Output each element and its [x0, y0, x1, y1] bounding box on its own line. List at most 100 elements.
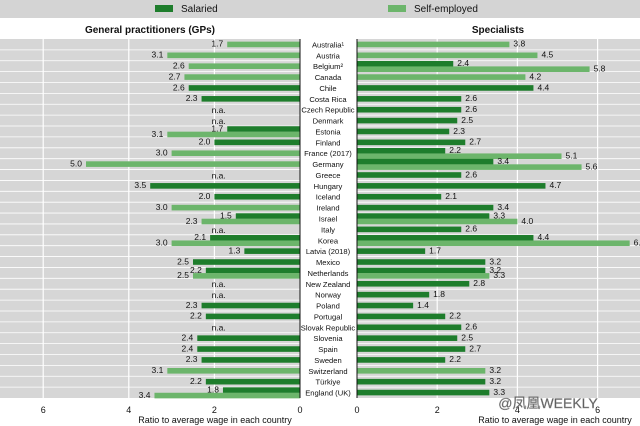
gp-data-label: 2.6 — [173, 60, 185, 70]
legend: Salaried Self-employed — [155, 4, 478, 15]
gp-bar-self-employed — [193, 273, 300, 279]
specialists-bar-salaried — [357, 302, 414, 309]
gp-x-axis-label: Ratio to average wage in each country — [138, 415, 292, 425]
country-label: New Zealand — [306, 280, 351, 289]
gp-data-label: 2.1 — [194, 232, 206, 242]
legend-label-self-employed: Self-employed — [414, 4, 478, 15]
specialists-bar-salaried — [357, 226, 462, 233]
gp-bar-salaried — [193, 259, 300, 265]
gp-bar-self-employed — [86, 161, 300, 167]
gp-bar-self-employed — [171, 204, 300, 211]
na-label: n.a. — [212, 105, 226, 115]
na-label: n.a. — [212, 279, 226, 289]
specialists-bar-salaried — [357, 313, 446, 320]
gp-bar-self-employed — [227, 41, 300, 48]
gp-bar-salaried — [235, 213, 300, 219]
country-label: Mexico — [316, 258, 340, 267]
specialists-data-label: 3.4 — [497, 202, 509, 212]
country-label: France (2017) — [304, 149, 352, 158]
specialists-bar-salaried — [357, 213, 490, 219]
gp-data-label: 2.4 — [181, 332, 193, 342]
specialists-data-label: 3.2 — [489, 265, 501, 275]
country-label: Belgium² — [313, 62, 343, 71]
specialists-bar-salaried — [357, 117, 458, 124]
gp-bar-salaried — [210, 235, 300, 241]
gp-bar-salaried — [205, 313, 300, 320]
specialists-bar-self-employed — [357, 218, 518, 225]
country-label: England (UK) — [305, 389, 351, 398]
gp-data-label: 2.3 — [186, 216, 198, 226]
country-label: Slovak Republic — [301, 323, 356, 332]
specialists-data-label: 3.2 — [489, 365, 501, 375]
na-label: n.a. — [212, 116, 226, 126]
specialists-bar-salaried — [357, 60, 454, 67]
specialists-data-label: 2.4 — [457, 58, 469, 68]
specialists-data-label: 2.2 — [449, 354, 461, 364]
gp-bar-salaried — [201, 96, 300, 102]
gp-data-label: 2.3 — [186, 93, 198, 103]
country-label: Iceland — [316, 193, 341, 202]
specialists-bar-salaried — [357, 259, 486, 265]
specialists-data-label: 4.7 — [549, 180, 561, 190]
gp-data-label: 2.3 — [186, 300, 198, 310]
gp-data-label: 3.5 — [134, 180, 146, 190]
gp-bar-salaried — [214, 139, 300, 146]
country-label: Switzerland — [308, 367, 347, 376]
specialists-bar-self-employed — [357, 368, 486, 374]
gp-bar-salaried — [205, 378, 300, 385]
gp-bar-salaried — [222, 387, 300, 393]
country-label: Chile — [319, 84, 336, 93]
specialists-bar-salaried — [357, 204, 494, 211]
gp-bar-salaried — [197, 346, 300, 352]
gp-bar-salaried — [214, 193, 300, 200]
gp-data-label: 5.0 — [70, 158, 82, 168]
gp-data-label: 1.7 — [211, 39, 223, 49]
gp-bar-salaried — [205, 267, 300, 274]
specialists-data-label: 3.2 — [489, 256, 501, 266]
gp-data-label: 2.2 — [190, 376, 202, 386]
legend-swatch-self-employed — [388, 5, 406, 12]
specialists-data-label: 2.1 — [445, 191, 457, 201]
gp-bar-self-employed — [184, 74, 300, 80]
specialists-data-label: 4.5 — [541, 50, 553, 60]
country-labels: Australia¹ Austria Belgium² Canada Chile Cost… — [301, 40, 356, 397]
na-label: n.a. — [212, 225, 226, 235]
specialists-data-label: 2.5 — [461, 115, 473, 125]
country-label: Czech Republic — [301, 106, 354, 115]
country-label: Finland — [316, 138, 341, 147]
gp-bar-salaried — [201, 302, 300, 309]
country-label: Türkiye — [316, 378, 341, 387]
specialists-bar-salaried — [357, 128, 450, 135]
specialists-data-label: 2.6 — [465, 322, 477, 332]
country-label: Denmark — [313, 117, 344, 126]
gp-data-label: 2.7 — [169, 71, 181, 81]
specialists-bar-salaried — [357, 139, 466, 146]
specialists-data-label: 5.8 — [594, 63, 606, 73]
gp-bar-self-employed — [167, 131, 300, 138]
gp-data-label: 2.0 — [199, 137, 211, 147]
na-label: n.a. — [212, 170, 226, 180]
specialists-data-label: 2.7 — [469, 137, 481, 147]
specialists-data-label: 3.8 — [513, 39, 525, 49]
gp-bar-self-employed — [167, 52, 300, 59]
gp-data-label: 2.3 — [186, 354, 198, 364]
country-label: Australia¹ — [312, 40, 345, 49]
specialists-data-label: 3.3 — [493, 270, 505, 280]
gp-bar-salaried — [188, 85, 300, 91]
country-label: Spain — [318, 345, 337, 354]
gp-bar-self-employed — [171, 150, 300, 157]
gp-bar-self-employed — [188, 63, 300, 69]
gp-data-label: 3.4 — [139, 390, 151, 400]
country-label: Germany — [312, 160, 343, 169]
specialists-data-label: 2.6 — [465, 104, 477, 114]
specialists-data-label: 1.7 — [429, 245, 441, 255]
specialists-data-label: 4.4 — [537, 82, 549, 92]
specialists-bar-salaried — [357, 235, 534, 241]
specialists-data-label: 2.6 — [465, 93, 477, 103]
gp-data-label: 2.4 — [181, 343, 193, 353]
country-label: Poland — [316, 302, 340, 311]
na-label: n.a. — [212, 323, 226, 333]
gp-data-label: 3.0 — [156, 148, 168, 158]
gp-panel: 6 4 2 01.73.12.62.72.62.3n.a.n.a.1.73.12.03… — [0, 39, 303, 415]
